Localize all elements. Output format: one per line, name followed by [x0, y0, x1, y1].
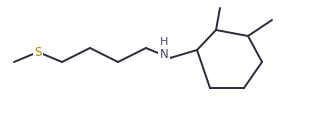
Text: S: S — [34, 45, 42, 59]
Text: N: N — [160, 47, 168, 60]
Text: H: H — [160, 37, 168, 47]
